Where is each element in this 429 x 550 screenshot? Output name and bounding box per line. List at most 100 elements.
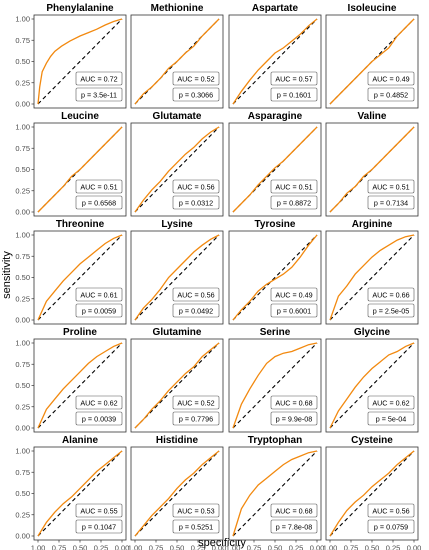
auc-label: AUC = 0.52 [177,75,214,84]
y-tick-label: 0.75 [15,36,30,45]
reference-diagonal [232,18,318,105]
roc-panel-cysteine: Cysteine AUC = 0.56 p = 0.0759 1.00 0.75 0.50… [323,435,422,550]
roc-curve [134,450,220,537]
auc-box [367,71,415,86]
y-tick-label: 0.75 [15,252,30,261]
roc-panel-methionine: Methionine AUC = 0.52 p = 0.3066 [130,3,224,109]
y-tick-label: 0.25 [15,294,30,303]
x-tick-label: 0.50 [365,544,380,550]
y-tick-label: 0.25 [15,78,30,87]
auc-label: AUC = 0.51 [275,183,312,192]
roc-curve [134,234,220,321]
x-tick-label: 0.25 [289,544,304,550]
y-tick-label: 0.00 [15,100,30,109]
reference-diagonal [134,126,220,213]
x-tick-label: 1.00 [31,544,46,550]
roc-curve [232,450,318,537]
y-tick-label: 1.00 [15,339,30,348]
panel-title: Alanine [62,435,99,446]
y-tick-label: 0.50 [15,273,30,282]
p-value-label: p = 0.5251 [179,523,213,532]
panel-title: Threonine [56,219,105,230]
auc-label: AUC = 0.49 [275,291,312,300]
p-value-label: p = 9.9e-08 [276,415,313,424]
auc-box [172,179,220,194]
auc-box [367,179,415,194]
reference-diagonal [232,342,318,429]
y-tick-label: 1.00 [15,15,30,24]
roc-curve [37,450,123,537]
auc-box [270,179,318,194]
y-tick-label: 0.50 [15,165,30,174]
x-tick-label: 1.00 [226,544,241,550]
auc-label: AUC = 0.57 [275,75,312,84]
roc-curve [37,234,123,321]
x-tick-label: 0.25 [94,544,109,550]
p-value-label: p = 2.5e-05 [373,307,410,316]
p-value-label: p = 5e-04 [376,415,407,424]
p-value-box [75,303,123,318]
roc-panel-glutamate: Glutamate AUC = 0.56 p = 0.0312 [130,111,224,217]
roc-curve [232,234,318,321]
p-value-label: p = 0.0059 [82,307,116,316]
auc-box [270,287,318,302]
p-value-label: p = 0.8872 [277,199,311,208]
roc-panel-serine: Serine AUC = 0.68 p = 9.9e-08 [228,327,322,433]
p-value-label: p = 0.7796 [179,415,213,424]
roc-panel-leucine: Leucine AUC = 0.51 p = 0.6568 0.00 0.25 0.50 0… [15,111,127,217]
roc-panel-alanine: Alanine AUC = 0.55 p = 0.1047 0.00 0.25 0.50 0… [15,435,129,550]
reference-diagonal [232,450,318,537]
p-value-label: p = 0.0312 [179,199,213,208]
roc-panel-asparagine: Asparagine AUC = 0.51 p = 0.8872 [228,111,322,217]
auc-box [367,287,415,302]
roc-panel-aspartate: Aspartate AUC = 0.57 p = 0.1601 [228,3,322,109]
panel-title: Asparagine [248,111,303,122]
p-value-box [172,195,220,210]
reference-diagonal [329,450,415,537]
panel-title: Cysteine [351,435,393,446]
p-value-label: p = 0.4852 [374,91,408,100]
p-value-label: p = 0.7134 [374,199,408,208]
auc-box [75,395,123,410]
auc-label: AUC = 0.62 [372,399,409,408]
p-value-box [367,411,415,426]
x-tick-label: 0.75 [247,544,262,550]
p-value-label: p = 7.8e-08 [276,523,313,532]
roc-panel-tyrosine: Tyrosine AUC = 0.49 p = 0.6001 [228,219,322,325]
y-tick-label: 0.75 [15,144,30,153]
panel-title: Phenylalanine [46,3,114,14]
reference-diagonal [37,18,123,105]
roc-curve [134,126,220,213]
auc-box [270,503,318,518]
roc-panel-threonine: Threonine AUC = 0.61 p = 0.0059 0.00 0.25 0.5… [15,219,127,325]
p-value-box [270,195,318,210]
y-tick-label: 0.50 [15,57,30,66]
reference-diagonal [37,450,123,537]
roc-curve [37,18,123,105]
y-tick-label: 0.00 [15,208,30,217]
x-tick-label: 0.75 [52,544,67,550]
auc-box [172,71,220,86]
roc-curve [134,342,220,429]
panel-title: Valine [358,111,387,122]
roc-curve [37,342,123,429]
p-value-box [270,303,318,318]
roc-curve [232,18,318,105]
y-tick-label: 1.00 [15,447,30,456]
panel-title: Isoleucine [348,3,397,14]
p-value-label: p = 0.3066 [179,91,213,100]
x-tick-label: 0.50 [73,544,88,550]
auc-label: AUC = 0.49 [372,75,409,84]
auc-label: AUC = 0.55 [80,507,117,516]
panel-title: Tryptophan [248,435,302,446]
roc-curve [329,342,415,429]
p-value-box [270,411,318,426]
p-value-box [172,411,220,426]
roc-curve [232,126,318,213]
auc-box [270,71,318,86]
y-tick-label: 0.50 [15,381,30,390]
auc-label: AUC = 0.53 [177,507,214,516]
y-tick-label: 0.00 [15,424,30,433]
auc-box [172,395,220,410]
